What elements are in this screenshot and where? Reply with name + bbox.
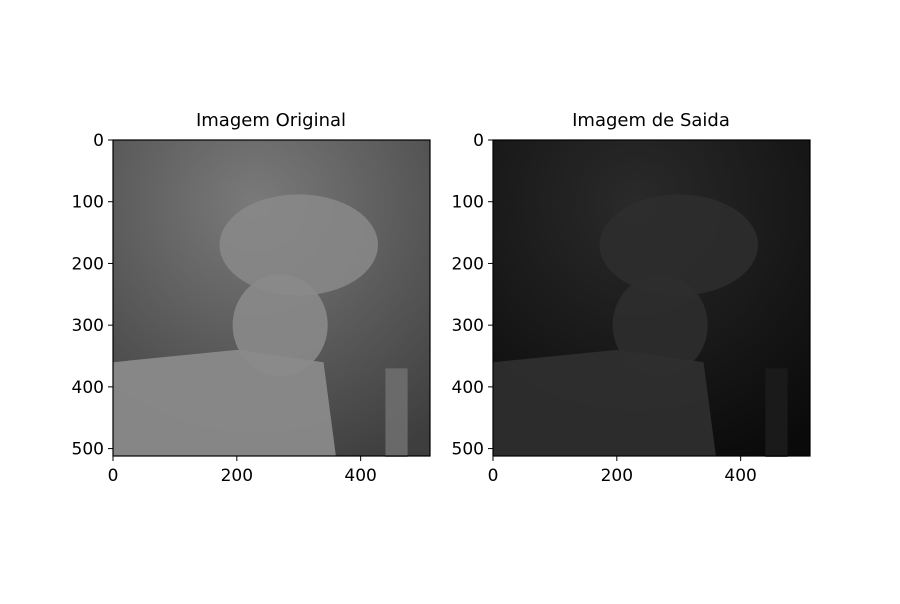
ytick-label: 300 — [452, 316, 484, 336]
ytick-label: 0 — [93, 131, 104, 151]
ytick-label: 300 — [72, 316, 104, 336]
xtick-label: 200 — [221, 466, 253, 486]
ytick-label: 100 — [72, 193, 104, 213]
ytick-label: 200 — [452, 254, 484, 274]
ytick-label: 100 — [452, 193, 484, 213]
ytick-label: 400 — [452, 378, 484, 398]
panel-title-original: Imagem Original — [196, 110, 346, 131]
image-original — [113, 140, 430, 457]
ytick-label: 500 — [72, 440, 104, 460]
image-output — [493, 140, 810, 457]
image-body-region — [493, 350, 716, 456]
panel-output: Imagem de Saida 0 100 200 300 400 500 0 200 400 — [452, 110, 810, 486]
image-chair-region — [765, 368, 787, 456]
image-chair-region — [385, 368, 407, 456]
xaxis-output: 0 200 400 — [488, 456, 757, 486]
yaxis-original: 0 100 200 300 400 500 — [72, 131, 113, 460]
xtick-label: 200 — [601, 466, 633, 486]
ytick-label: 200 — [72, 254, 104, 274]
xtick-label: 400 — [724, 466, 756, 486]
xtick-label: 0 — [108, 466, 119, 486]
yaxis-output: 0 100 200 300 400 500 — [452, 131, 493, 460]
xaxis-original: 0 200 400 — [108, 456, 377, 486]
xtick-label: 0 — [488, 466, 499, 486]
panel-original: Imagem Original 0 100 200 300 400 500 0 200 400 — [72, 110, 430, 486]
image-body-region — [113, 350, 336, 456]
xtick-label: 400 — [344, 466, 376, 486]
ytick-label: 0 — [473, 131, 484, 151]
ytick-label: 400 — [72, 378, 104, 398]
panel-title-output: Imagem de Saida — [572, 110, 730, 131]
ytick-label: 500 — [452, 440, 484, 460]
